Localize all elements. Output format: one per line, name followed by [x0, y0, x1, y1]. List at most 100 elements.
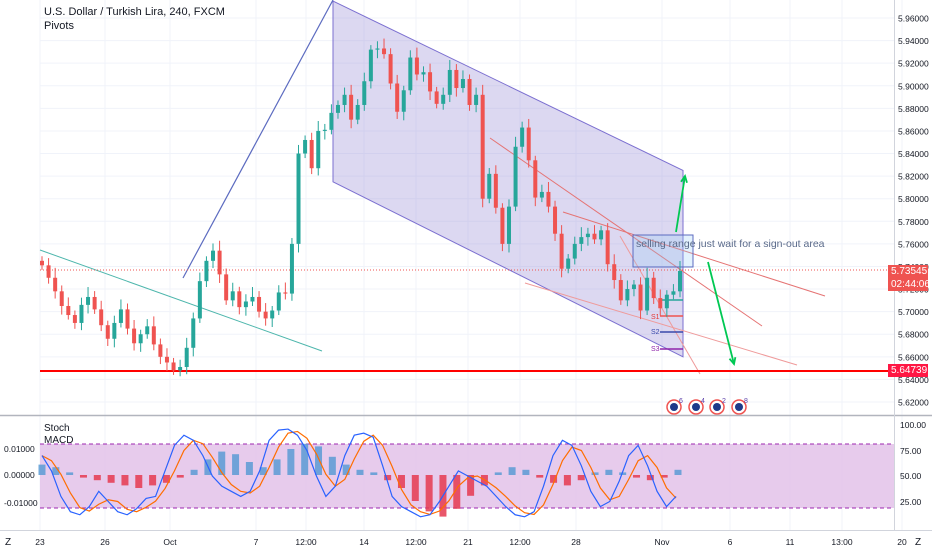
candle-body	[553, 206, 558, 234]
candle-body	[211, 250, 216, 261]
up-arrow-head	[680, 173, 688, 183]
macd-bar	[301, 443, 309, 475]
pivot-s3-label: S3	[651, 346, 660, 353]
macd-bar	[135, 475, 143, 488]
candle-body	[349, 94, 354, 120]
macd-tick-label: 0.00000	[4, 470, 35, 480]
candle-body	[316, 130, 321, 169]
stoch-tick-label: 25.00	[900, 497, 922, 507]
candle-body	[40, 260, 44, 266]
candle-body	[171, 362, 176, 371]
annotation-box[interactable]	[632, 234, 694, 268]
macd-bar	[563, 475, 571, 486]
drawings	[39, 0, 894, 375]
event-count: 6	[679, 398, 683, 405]
macd-bar	[633, 475, 641, 478]
macd-bar	[38, 464, 46, 475]
stoch-d-line	[41, 430, 677, 516]
candle-body	[132, 328, 137, 344]
candle-body	[572, 243, 577, 259]
symbol-title[interactable]: U.S. Dollar / Turkish Lira, 240, FXCM	[44, 6, 225, 18]
price-pane[interactable]	[40, 0, 894, 414]
macd-bar	[453, 475, 461, 509]
trendline-red-3[interactable]	[524, 282, 798, 366]
macd-bar	[66, 472, 74, 475]
candle-body	[125, 309, 130, 329]
macd-bar	[79, 475, 87, 478]
candle-body	[408, 57, 413, 91]
event-flag-icon	[735, 403, 743, 411]
down-arrow[interactable]	[707, 261, 735, 365]
stoch-indicator-label[interactable]: Stoch	[44, 423, 70, 434]
candle-body	[585, 233, 590, 238]
stoch-tick-label: 100.00	[900, 420, 926, 430]
candle-body	[434, 91, 439, 104]
time-tick-label: 26	[100, 537, 110, 547]
candle-body	[566, 258, 571, 269]
pivots-indicator-label[interactable]: Pivots	[44, 20, 74, 32]
price-tick-label: 5.92000	[898, 59, 929, 69]
candle-body	[99, 309, 104, 326]
price-tick-label: 5.82000	[898, 172, 929, 182]
scale-mode-right[interactable]: Z	[915, 537, 921, 548]
candle-body	[112, 322, 117, 339]
candle-body	[237, 291, 242, 308]
candle-body	[631, 284, 636, 290]
candle-body	[559, 233, 564, 269]
macd-bar	[605, 469, 613, 475]
event-count: 4	[701, 398, 705, 405]
annotation-text[interactable]: selling range just wait for a sign-out a…	[636, 238, 825, 250]
stoch-k-line	[41, 428, 677, 518]
time-tick-label: 7	[254, 537, 259, 547]
candle-body	[329, 112, 334, 130]
trendline-red-2[interactable]	[562, 211, 826, 297]
candle-body	[388, 54, 393, 84]
macd-bar	[52, 467, 60, 475]
candle-body	[401, 90, 406, 112]
candle-body	[467, 78, 472, 105]
macd-bar	[370, 472, 378, 475]
price-tick-label: 5.84000	[898, 149, 929, 159]
downtrend-line-left[interactable]	[39, 249, 323, 352]
candle-body	[309, 139, 314, 169]
support-price-badge[interactable]: 5.64739	[888, 364, 928, 377]
candle-body	[270, 310, 275, 319]
macd-bar	[646, 475, 654, 481]
price-tick-label: 5.86000	[898, 126, 929, 136]
stoch-tick-label: 75.00	[900, 446, 922, 456]
macd-bar	[591, 472, 599, 475]
candle-body	[164, 356, 169, 363]
macd-bar	[232, 454, 240, 475]
candle-body	[651, 277, 656, 299]
candle-body	[520, 127, 525, 147]
macd-bar	[577, 475, 585, 481]
current-price-badge[interactable]: 5.73545	[888, 265, 928, 278]
scale-mode-left[interactable]: Z	[5, 537, 11, 548]
macd-bar	[107, 475, 115, 483]
candle-body	[618, 280, 623, 301]
candle-body	[539, 191, 544, 198]
candle-body	[86, 296, 91, 305]
candle-body	[257, 296, 262, 312]
candle-body	[625, 289, 630, 301]
price-tick-label: 5.96000	[898, 14, 929, 24]
candle-body	[342, 94, 347, 105]
candle-body	[474, 94, 479, 105]
candle-body	[204, 260, 209, 282]
candle-body	[546, 191, 551, 207]
macd-bar	[356, 469, 364, 475]
macd-indicator-label[interactable]: MACD	[44, 435, 74, 446]
event-count: 8	[744, 398, 748, 405]
candle-body	[421, 72, 426, 75]
countdown-badge[interactable]: 02:44:06	[888, 278, 930, 291]
time-tick-label: 28	[571, 537, 581, 547]
macd-bar	[121, 475, 129, 486]
price-tick-label: 5.94000	[898, 36, 929, 46]
up-arrow[interactable]	[675, 175, 686, 233]
candle-body	[92, 296, 97, 310]
macd-bar	[218, 451, 226, 475]
rally-trendline[interactable]	[182, 0, 334, 279]
macd-bar	[328, 456, 336, 475]
macd-bar	[494, 472, 502, 475]
